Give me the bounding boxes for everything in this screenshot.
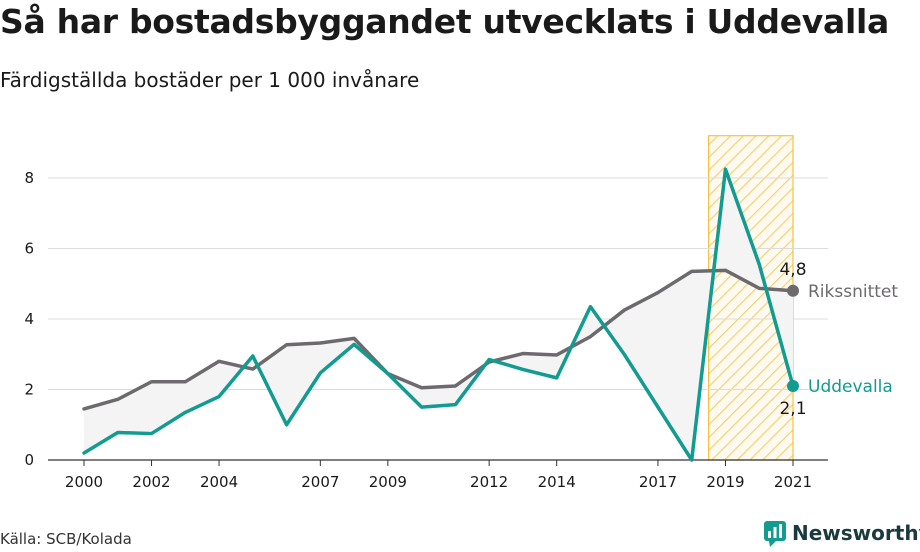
chart-subtitle: Färdigställda bostäder per 1 000 invånar… — [0, 68, 420, 92]
x-tick-label: 2004 — [200, 473, 238, 491]
chart-title: Så har bostadsbyggandet utvecklats i Udd… — [0, 2, 889, 41]
source-note: Källa: SCB/Kolada — [0, 530, 132, 548]
gap-area — [84, 169, 793, 460]
y-tick-label: 2 — [24, 381, 34, 399]
x-tick-label: 2002 — [132, 473, 170, 491]
newsworthy-logo-icon — [764, 521, 786, 547]
y-tick-label: 4 — [24, 310, 34, 328]
end-point-rikssnittet — [787, 284, 799, 297]
x-tick-label: 2000 — [65, 473, 103, 491]
brand-name: Newsworthy — [792, 521, 920, 545]
series-name-uddevalla: Uddevalla — [808, 377, 893, 397]
y-tick-label: 0 — [24, 451, 34, 469]
y-tick-label: 6 — [24, 240, 34, 258]
x-tick-label: 2017 — [639, 473, 677, 491]
end-point-uddevalla — [787, 379, 799, 392]
y-tick-label: 8 — [24, 169, 34, 187]
x-tick-label: 2009 — [369, 473, 407, 491]
end-value-rikssnittet: 4,8 — [779, 260, 806, 280]
brand-logo[interactable]: Newsworthy — [764, 519, 920, 547]
series-name-rikssnittet: Rikssnittet — [808, 282, 898, 302]
x-tick-label: 2014 — [538, 473, 576, 491]
series-line-uddevalla — [82, 167, 795, 462]
x-tick-label: 2007 — [301, 473, 339, 491]
x-tick-label: 2021 — [774, 473, 812, 491]
x-tick-label: 2012 — [470, 473, 508, 491]
series-line-rikssnittet — [82, 268, 795, 411]
end-value-uddevalla: 2,1 — [779, 399, 806, 419]
x-tick-label: 2019 — [706, 473, 744, 491]
